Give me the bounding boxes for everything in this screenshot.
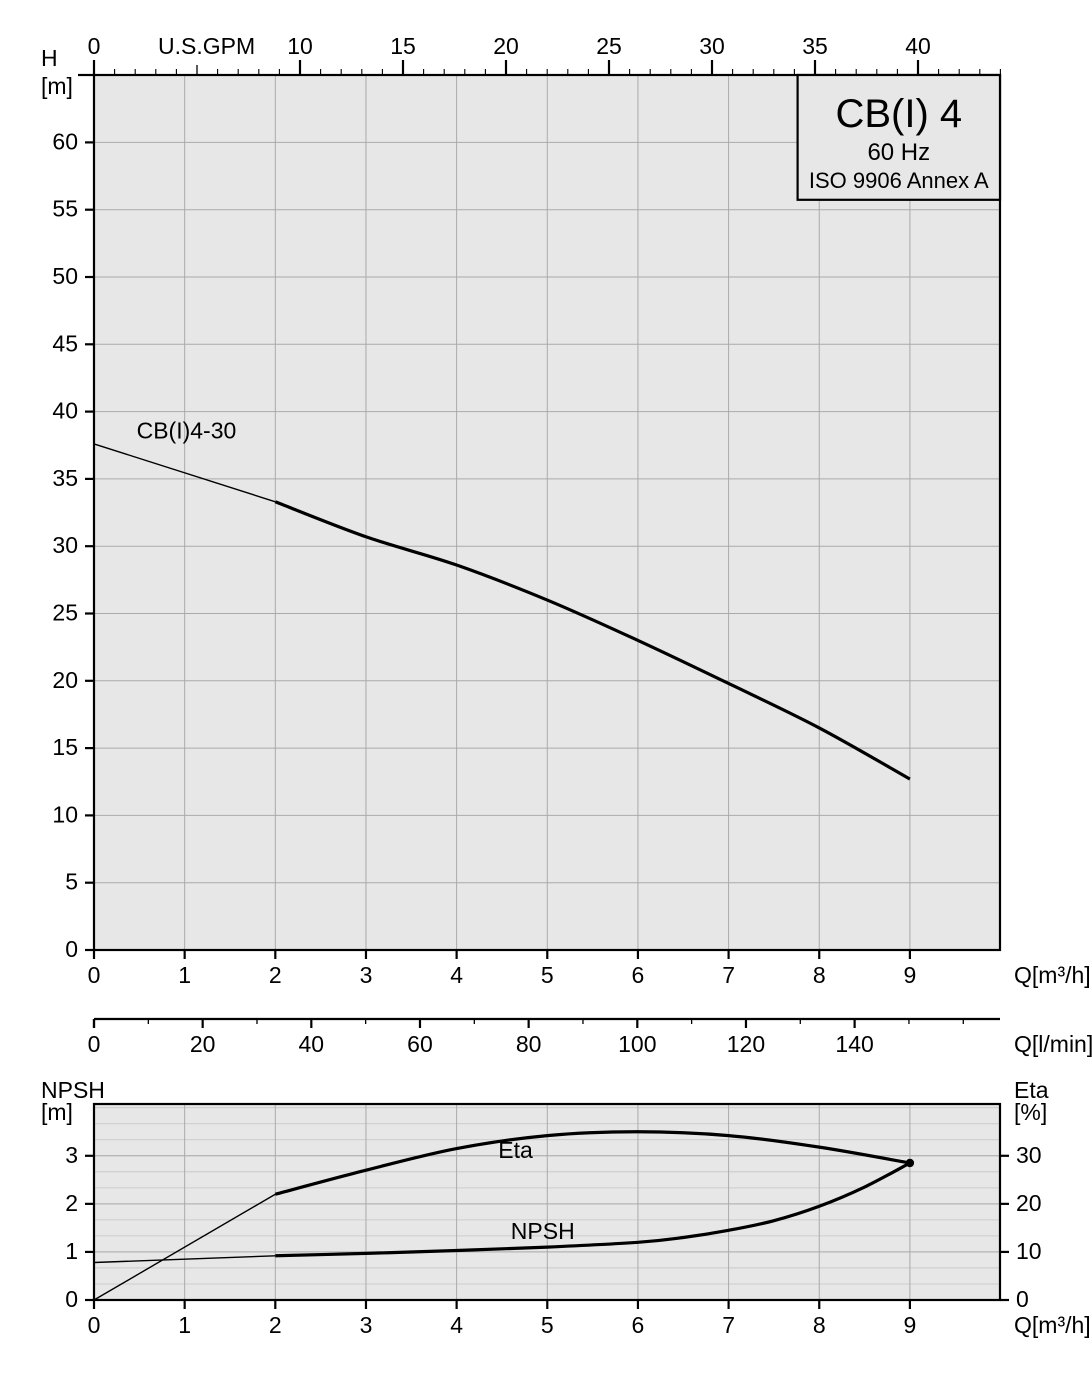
svg-text:60 Hz: 60 Hz [867, 139, 930, 166]
svg-text:8: 8 [813, 1312, 826, 1338]
svg-text:1: 1 [178, 1312, 191, 1338]
svg-text:55: 55 [52, 196, 78, 222]
svg-text:45: 45 [52, 330, 78, 356]
svg-text:U.S.GPM: U.S.GPM [158, 33, 255, 59]
svg-text:NPSH: NPSH [511, 1218, 575, 1244]
svg-text:50: 50 [52, 263, 78, 289]
svg-text:CB(I)4-30: CB(I)4-30 [137, 418, 237, 444]
svg-text:30: 30 [1016, 1142, 1042, 1168]
svg-text:9: 9 [904, 1312, 917, 1338]
svg-text:60: 60 [52, 128, 78, 154]
svg-text:30: 30 [699, 33, 725, 59]
svg-text:5: 5 [541, 962, 554, 988]
svg-text:ISO 9906 Annex A: ISO 9906 Annex A [809, 168, 989, 193]
svg-text:140: 140 [835, 1031, 873, 1057]
svg-text:30: 30 [52, 532, 78, 558]
svg-text:10: 10 [52, 801, 78, 827]
svg-text:15: 15 [52, 734, 78, 760]
svg-text:0: 0 [65, 1286, 78, 1312]
svg-text:20: 20 [1016, 1190, 1042, 1216]
svg-text:2: 2 [269, 962, 282, 988]
svg-text:10: 10 [1016, 1238, 1042, 1264]
svg-text:Q[m³/h]: Q[m³/h] [1014, 1312, 1091, 1338]
svg-text:CB(I) 4: CB(I) 4 [835, 92, 962, 136]
svg-text:9: 9 [904, 962, 917, 988]
svg-text:7: 7 [722, 1312, 735, 1338]
svg-text:0: 0 [88, 1031, 101, 1057]
svg-text:120: 120 [727, 1031, 765, 1057]
svg-text:3: 3 [360, 962, 373, 988]
svg-text:0: 0 [65, 936, 78, 962]
svg-text:0: 0 [1016, 1286, 1029, 1312]
svg-text:4: 4 [450, 962, 463, 988]
svg-text:2: 2 [65, 1190, 78, 1216]
svg-text:0: 0 [88, 33, 101, 59]
svg-text:35: 35 [52, 465, 78, 491]
svg-text:10: 10 [287, 33, 313, 59]
svg-text:40: 40 [299, 1031, 325, 1057]
svg-text:8: 8 [813, 962, 826, 988]
svg-text:7: 7 [722, 962, 735, 988]
svg-text:1: 1 [178, 962, 191, 988]
svg-text:3: 3 [360, 1312, 373, 1338]
svg-text:80: 80 [516, 1031, 542, 1057]
svg-text:1: 1 [65, 1238, 78, 1264]
svg-text:[m]: [m] [41, 73, 73, 99]
svg-text:[%]: [%] [1014, 1099, 1047, 1125]
svg-text:40: 40 [52, 398, 78, 424]
svg-text:[m]: [m] [41, 1099, 73, 1125]
svg-text:25: 25 [52, 600, 78, 626]
svg-text:20: 20 [493, 33, 519, 59]
svg-text:4: 4 [450, 1312, 463, 1338]
svg-text:100: 100 [618, 1031, 656, 1057]
svg-text:6: 6 [632, 962, 645, 988]
svg-text:H: H [41, 45, 58, 71]
svg-text:35: 35 [802, 33, 828, 59]
svg-text:5: 5 [541, 1312, 554, 1338]
svg-text:60: 60 [407, 1031, 433, 1057]
svg-text:20: 20 [52, 667, 78, 693]
svg-text:15: 15 [390, 33, 416, 59]
svg-text:2: 2 [269, 1312, 282, 1338]
svg-text:0: 0 [88, 1312, 101, 1338]
svg-text:0: 0 [88, 962, 101, 988]
svg-text:6: 6 [632, 1312, 645, 1338]
svg-text:5: 5 [65, 869, 78, 895]
svg-text:Eta: Eta [498, 1137, 533, 1163]
svg-text:40: 40 [905, 33, 931, 59]
svg-text:20: 20 [190, 1031, 216, 1057]
svg-text:3: 3 [65, 1142, 78, 1168]
svg-text:Q[m³/h]: Q[m³/h] [1014, 962, 1091, 988]
svg-text:Q[l/min]: Q[l/min] [1014, 1031, 1092, 1057]
svg-text:25: 25 [596, 33, 622, 59]
